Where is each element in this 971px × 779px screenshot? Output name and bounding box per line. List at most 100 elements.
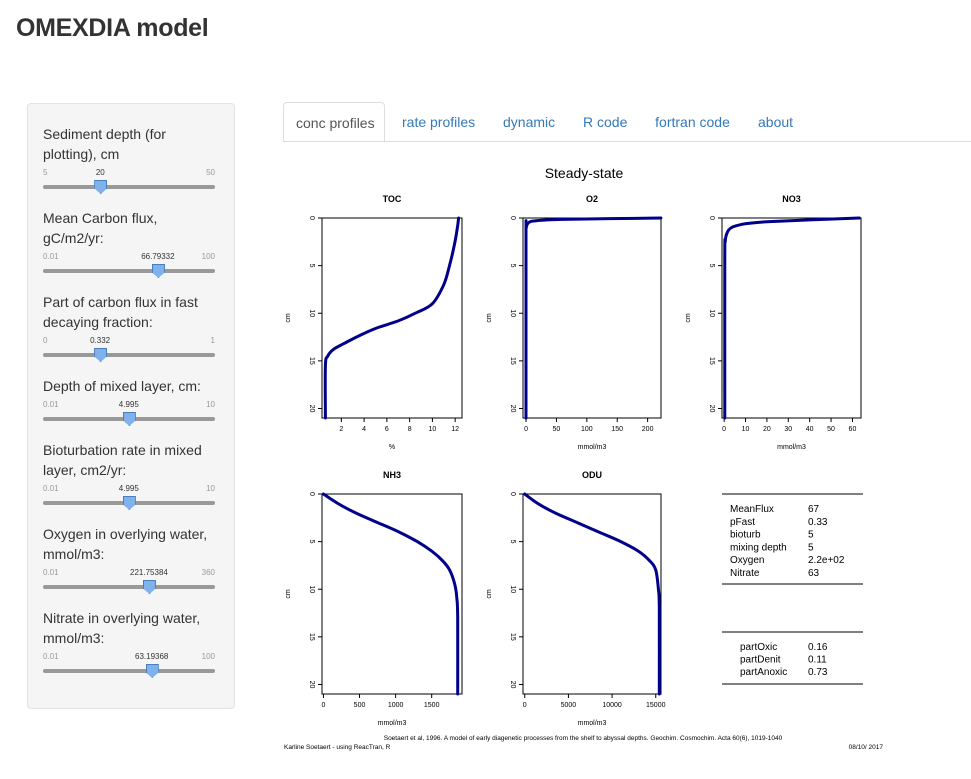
x-tick-label: 0 (321, 702, 325, 709)
table-param-name: partAnoxic (740, 667, 787, 678)
table-param-name: pFast (730, 517, 755, 528)
x-tick-label: 150 (611, 426, 623, 433)
slider-track[interactable] (43, 585, 215, 589)
panel-title: NH3 (383, 470, 401, 480)
x-tick-label: 10 (429, 426, 437, 433)
y-tick-label: 5 (509, 540, 516, 544)
slider-label: Nitrate in overlying water, mmol/m3: (43, 610, 201, 646)
slider-track[interactable] (43, 185, 215, 189)
tab-about[interactable]: about (758, 114, 794, 130)
tab-conc-profiles[interactable]: conc profiles (283, 102, 385, 142)
slider-value-label: 4.995 (118, 484, 139, 493)
slider-value-label: 20 (95, 168, 105, 177)
slider-handle[interactable] (94, 348, 108, 362)
slider-track-area: 0.01 10 4.995 (43, 400, 215, 434)
slider-value-label: 66.79332 (141, 252, 175, 261)
plot-output: Steady-state TOC 2 4 6 8 10 12 0 5 10 15 20% cm O2 0 50 1… (283, 150, 971, 760)
plot-panel-odu: ODU 0 5000 10000 15000 0 5 10 15 20 mmol/m3 cm (486, 470, 666, 727)
panel-title: NO3 (782, 194, 801, 204)
slider-track[interactable] (43, 353, 215, 357)
table-param-value: 5 (808, 542, 814, 553)
slider-sediment-depth: Sediment depth (for plotting), cm 5 50 20 (43, 124, 215, 202)
slider-value-label: 63.19368 (135, 652, 169, 661)
tab-r-code[interactable]: R code (583, 114, 628, 130)
slider-max-label: 10 (206, 484, 215, 493)
y-tick-label: 0 (509, 216, 516, 220)
plot-panel-toc: TOC 2 4 6 8 10 12 0 5 10 15 20% cm (285, 194, 463, 451)
x-tick-label: 0 (722, 426, 726, 433)
y-tick-label: 15 (509, 633, 516, 641)
tab-dynamic[interactable]: dynamic (503, 114, 556, 130)
table-param-name: Nitrate (730, 568, 760, 579)
x-tick-label: 20 (763, 426, 771, 433)
x-tick-label: 12 (451, 426, 459, 433)
plot-frame (522, 493, 662, 695)
slider-max-label: 10 (206, 400, 215, 409)
slider-min-label: 0.01 (43, 400, 59, 409)
y-tick-label: 15 (708, 357, 715, 365)
x-tick-label: 15000 (646, 702, 666, 709)
table-param-value: 67 (808, 504, 820, 515)
table-param-value: 5 (808, 530, 814, 541)
x-tick-label: 0 (523, 702, 527, 709)
slider-handle[interactable] (151, 264, 165, 278)
y-tick-label: 5 (509, 264, 516, 268)
slider-max-label: 50 (206, 168, 215, 177)
y-tick-label: 15 (308, 633, 315, 641)
x-tick-label: 6 (385, 426, 389, 433)
x-tick-label: 2 (339, 426, 343, 433)
slider-track-area: 0.01 10 4.995 (43, 484, 215, 518)
slider-fast-fraction: Part of carbon flux in fast decaying fra… (43, 292, 215, 370)
profile-line-no3 (723, 216, 861, 420)
slider-min-label: 0.01 (43, 252, 59, 261)
profile-line-toc (323, 216, 461, 420)
y-tick-label: 5 (308, 264, 315, 268)
tab-fortran-code[interactable]: fortran code (655, 114, 730, 130)
slider-handle[interactable] (122, 412, 136, 426)
slider-handle[interactable] (94, 180, 108, 194)
slider-handle[interactable] (145, 664, 159, 678)
x-tick-label: 5000 (561, 702, 577, 709)
slider-max-label: 100 (201, 252, 215, 261)
slider-track-area: 0.01 100 66.79332 (43, 252, 215, 286)
y-tick-label: 20 (708, 405, 715, 413)
y-axis-label: cm (486, 589, 493, 599)
plot-frame (522, 217, 662, 419)
plot-panel-no3: NO3 0 10 20 30 40 50 60 0 5 10 15 20 mmol/m3 cm (685, 194, 862, 451)
slider-track[interactable] (43, 269, 215, 273)
profile-line-o2 (524, 216, 663, 420)
slider-max-label: 1 (210, 336, 215, 345)
slider-label: Oxygen in overlying water, mmol/m3: (43, 526, 208, 562)
y-tick-label: 0 (708, 216, 715, 220)
fraction-summary-table: partOxic 0.16 partDenit 0.11 partAnoxic 0.73 (722, 631, 863, 685)
slider-min-label: 5 (43, 168, 48, 177)
y-tick-label: 20 (509, 681, 516, 689)
table-param-name: MeanFlux (730, 504, 774, 515)
table-param-value: 2.2e+02 (808, 555, 845, 566)
y-tick-label: 10 (708, 309, 715, 317)
y-tick-label: 0 (308, 216, 315, 220)
x-axis-label: mmol/m3 (578, 720, 607, 727)
panel-title: TOC (383, 194, 402, 204)
y-tick-label: 20 (308, 405, 315, 413)
panel-title: O2 (586, 194, 598, 204)
x-tick-label: 100 (581, 426, 593, 433)
y-tick-label: 5 (308, 540, 315, 544)
plot-frame (721, 217, 862, 419)
plot-panel-nh3: NH3 0 500 1000 1500 0 5 10 15 20 mmol/m3 cm (285, 470, 463, 727)
slider-track-area: 0.01 100 63.19368 (43, 652, 215, 686)
slider-handle[interactable] (142, 580, 156, 594)
plot-frame (321, 493, 463, 695)
slider-value-label: 221.75384 (130, 568, 168, 577)
y-axis-label: cm (685, 313, 692, 323)
y-tick-label: 5 (708, 264, 715, 268)
slider-mixed-layer-depth: Depth of mixed layer, cm: 0.01 10 4.995 (43, 376, 215, 434)
tab-rate-profiles[interactable]: rate profiles (402, 114, 476, 130)
slider-track[interactable] (43, 669, 215, 673)
slider-handle[interactable] (122, 496, 136, 510)
slider-track-area: 0.01 360 221.75384 (43, 568, 215, 602)
x-tick-label: 8 (408, 426, 412, 433)
table-param-value: 0.73 (808, 667, 828, 678)
slider-max-label: 100 (201, 652, 215, 661)
